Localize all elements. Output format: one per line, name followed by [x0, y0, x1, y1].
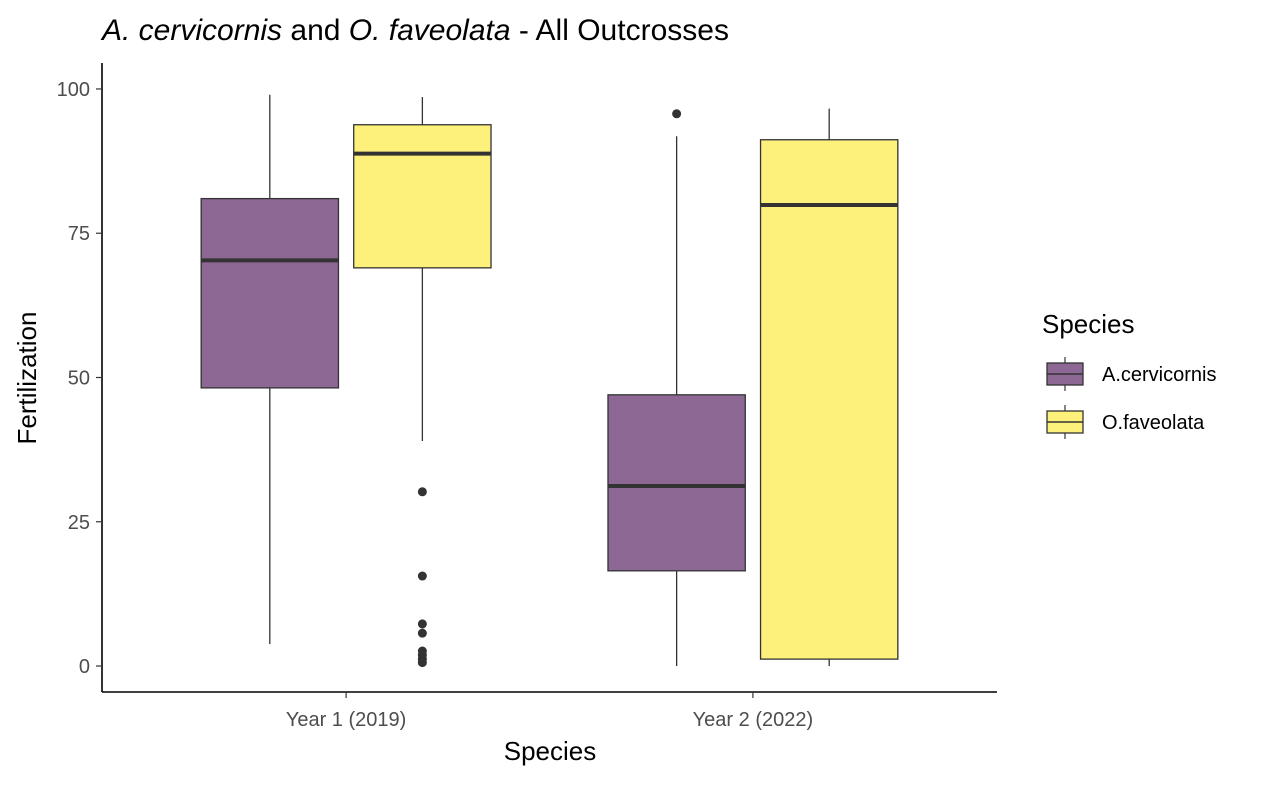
legend: Species A.cervicornis O.faveolata [1042, 309, 1216, 439]
x-tick-label: Year 1 (2019) [286, 709, 406, 731]
box-O.faveolata [353, 97, 492, 668]
y-tick-label: 25 [68, 512, 90, 534]
outlier-point [417, 628, 427, 638]
y-tick-label: 0 [79, 656, 90, 678]
legend-item-O.faveolata: O.faveolata [1046, 405, 1205, 439]
box-A.cervicornis [607, 109, 746, 667]
outlier-point [417, 658, 427, 668]
chart-title-and: and [282, 14, 349, 47]
plot-group [200, 94, 899, 668]
legend-item-label: O.faveolata [1102, 412, 1205, 434]
box-rect [353, 124, 492, 269]
box-O.faveolata [759, 108, 899, 667]
outlier-point [417, 619, 427, 629]
box-rect [200, 197, 340, 389]
y-axis-label: Fertilization [12, 312, 42, 445]
box-rect [759, 139, 899, 660]
outlier-point [417, 487, 427, 497]
chart-title-italic-a: A. cervicornis [100, 14, 282, 47]
legend-item-label: A.cervicornis [1102, 364, 1216, 386]
y-tick-label: 100 [57, 79, 90, 101]
x-axis-label: Species [504, 736, 597, 766]
y-ticks: 0 25 50 75 100 [57, 79, 102, 678]
outlier-point [672, 109, 682, 119]
outlier-point [417, 571, 427, 581]
y-tick-label: 75 [68, 223, 90, 245]
y-tick-label: 50 [68, 368, 90, 390]
legend-title: Species [1042, 309, 1135, 339]
chart-title-italic-b: O. faveolata [349, 14, 511, 47]
chart-title-rest: - All Outcrosses [511, 14, 729, 47]
x-tick-label: Year 2 (2022) [693, 709, 813, 731]
box-rect [607, 394, 746, 572]
legend-item-A.cervicornis: A.cervicornis [1046, 357, 1216, 391]
chart-title: A. cervicornis and O. faveolata - All Ou… [100, 14, 729, 47]
x-ticks: Year 1 (2019) Year 2 (2022) [286, 692, 813, 731]
box-A.cervicornis [200, 94, 340, 645]
